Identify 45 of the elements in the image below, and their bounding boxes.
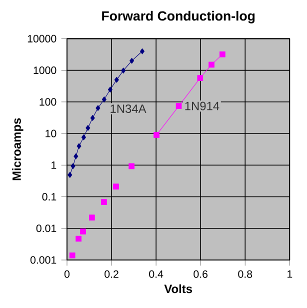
- x-tick-label: 0.8: [238, 270, 252, 278]
- point: [176, 103, 182, 109]
- point: [89, 214, 95, 220]
- point: [197, 75, 204, 81]
- x-tick-label: 0.4: [149, 270, 164, 278]
- y-tick-label: 0.001: [30, 256, 56, 264]
- x-tick-label: 1: [288, 270, 292, 278]
- y-tick-label: 10: [46, 130, 56, 138]
- point: [70, 163, 76, 170]
- point: [68, 172, 72, 178]
- point: [140, 48, 145, 54]
- y-tick-label: 0.1: [42, 193, 56, 201]
- point: [90, 115, 95, 121]
- point: [76, 236, 82, 242]
- series-label: 1N34A: [110, 104, 146, 113]
- point: [102, 96, 106, 102]
- y-tick-label: 0.01: [36, 224, 56, 232]
- point: [76, 143, 82, 150]
- x-axis-title: Volts: [164, 284, 192, 294]
- point: [121, 68, 126, 74]
- point: [154, 132, 160, 138]
- x-tick-label: 0: [64, 270, 70, 278]
- x-tick-label: 0.2: [104, 270, 118, 278]
- y-tick-label: 10000: [28, 34, 56, 42]
- point: [220, 51, 226, 58]
- point: [86, 125, 90, 131]
- point: [74, 153, 78, 160]
- y-tick-label: 100: [40, 98, 56, 106]
- point: [114, 76, 119, 83]
- point: [128, 163, 134, 170]
- point: [69, 252, 76, 258]
- y-tick-label: 1000: [34, 66, 56, 74]
- point: [113, 184, 119, 190]
- chart-title: Forward Conduction-log: [102, 10, 255, 24]
- point: [101, 199, 107, 205]
- y-axis-title: Microamps: [12, 118, 24, 180]
- point: [208, 62, 214, 68]
- point: [96, 105, 100, 111]
- point: [80, 228, 86, 234]
- x-tick-label: 0.6: [194, 270, 208, 278]
- point: [130, 58, 134, 64]
- y-tick-label: 1: [52, 161, 56, 169]
- series-label: 1N914: [185, 102, 220, 110]
- point: [108, 86, 112, 93]
- point: [81, 134, 86, 140]
